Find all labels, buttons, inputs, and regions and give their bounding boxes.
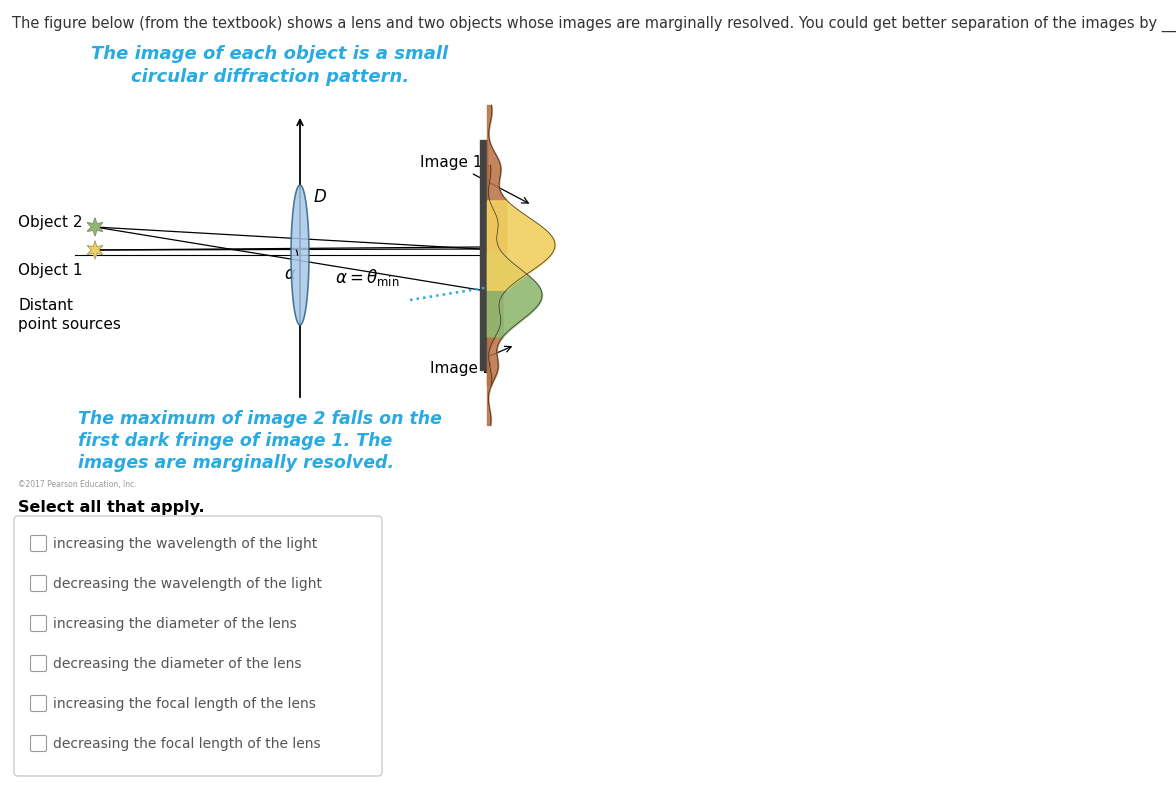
Text: ©2017 Pearson Education, Inc.: ©2017 Pearson Education, Inc. xyxy=(18,480,136,489)
Text: D: D xyxy=(314,188,327,206)
Text: circular diffraction pattern.: circular diffraction pattern. xyxy=(131,68,409,86)
FancyBboxPatch shape xyxy=(31,736,47,752)
Text: Object 2: Object 2 xyxy=(18,216,82,230)
FancyBboxPatch shape xyxy=(31,535,47,551)
Text: Image 1: Image 1 xyxy=(420,155,528,203)
Text: first dark fringe of image 1. The: first dark fringe of image 1. The xyxy=(78,432,393,450)
Text: increasing the wavelength of the light: increasing the wavelength of the light xyxy=(53,537,318,551)
Polygon shape xyxy=(87,218,102,236)
Text: decreasing the focal length of the lens: decreasing the focal length of the lens xyxy=(53,737,321,751)
Polygon shape xyxy=(290,185,309,325)
Text: increasing the focal length of the lens: increasing the focal length of the lens xyxy=(53,697,316,711)
FancyBboxPatch shape xyxy=(31,615,47,631)
Text: Image 2: Image 2 xyxy=(430,346,512,376)
Text: $\alpha$: $\alpha$ xyxy=(283,265,296,283)
Text: The figure below (from the textbook) shows a lens and two objects whose images a: The figure below (from the textbook) sho… xyxy=(12,16,1176,32)
Text: Object 1: Object 1 xyxy=(18,263,82,277)
Text: decreasing the diameter of the lens: decreasing the diameter of the lens xyxy=(53,657,301,671)
Polygon shape xyxy=(87,241,102,259)
Text: increasing the diameter of the lens: increasing the diameter of the lens xyxy=(53,617,296,631)
FancyBboxPatch shape xyxy=(14,516,382,776)
FancyBboxPatch shape xyxy=(31,655,47,671)
Text: $\alpha = \theta_{\rm min}$: $\alpha = \theta_{\rm min}$ xyxy=(335,267,400,288)
Text: The image of each object is a small: The image of each object is a small xyxy=(92,45,448,63)
FancyBboxPatch shape xyxy=(31,575,47,591)
Text: images are marginally resolved.: images are marginally resolved. xyxy=(78,454,394,472)
Text: decreasing the wavelength of the light: decreasing the wavelength of the light xyxy=(53,577,322,591)
Text: Distant
point sources: Distant point sources xyxy=(18,298,121,332)
FancyBboxPatch shape xyxy=(31,695,47,711)
Text: The maximum of image 2 falls on the: The maximum of image 2 falls on the xyxy=(78,410,442,428)
Text: Select all that apply.: Select all that apply. xyxy=(18,500,205,515)
Bar xyxy=(480,140,487,370)
